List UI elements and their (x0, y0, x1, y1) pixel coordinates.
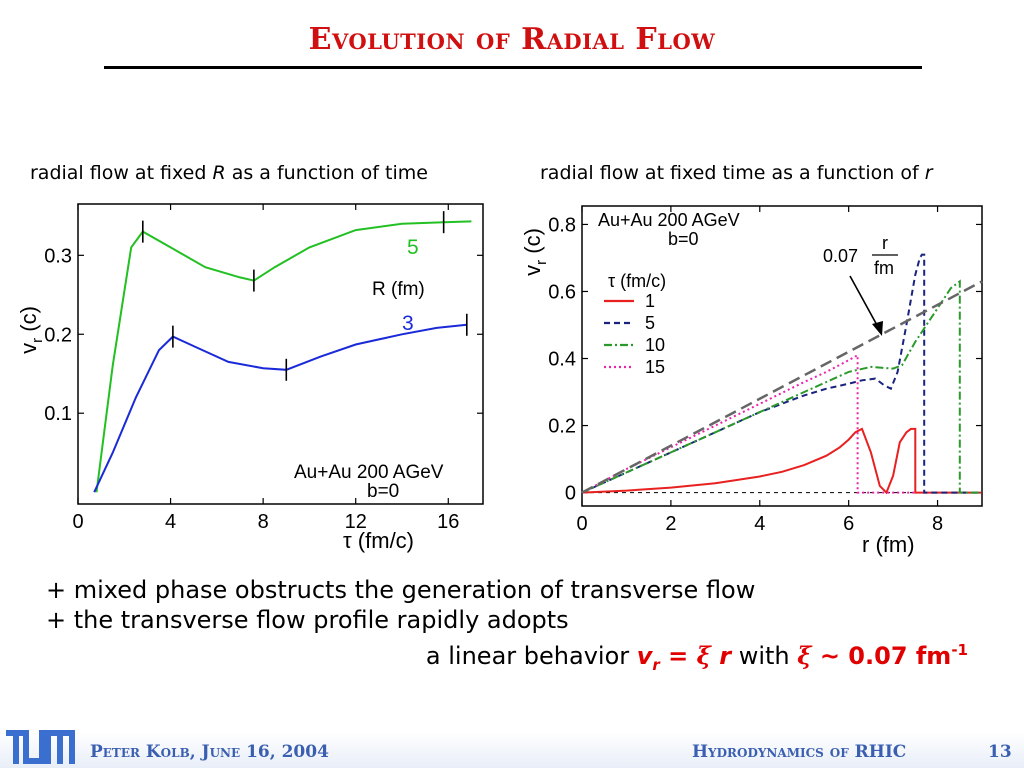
plot-frame (77, 203, 484, 505)
x-tick-label: 8 (932, 513, 943, 535)
subtitle-left: radial flow at fixed R as a function of … (30, 162, 428, 184)
chart-right-vr-vs-r: 0 2 4 6 8 0 0.2 0.4 0.6 0.8 Au+Au 200 AGeV b=0 0.… (520, 205, 983, 557)
bullet-1: + mixed phase obstructs the generation o… (46, 576, 756, 604)
y-axis-label: vr (c) (16, 306, 46, 354)
legend-label-15: 15 (645, 357, 665, 377)
legend-title: R (fm) (372, 279, 425, 300)
x-tick-label: 12 (345, 511, 367, 533)
legend-label-10: 10 (645, 335, 665, 355)
svg-text:vr (c): vr (c) (16, 306, 46, 354)
tum-logo-icon (6, 730, 75, 764)
y-axis-label: vr (c) (520, 228, 550, 276)
series-line-3 (93, 323, 467, 493)
fit-label: 0.07 r fm (823, 233, 898, 278)
svg-text:r: r (882, 233, 888, 253)
series-line-1 (581, 427, 982, 495)
y-tick-label: 0.2 (44, 324, 72, 346)
x-axis-label: τ (fm/c) (343, 528, 414, 553)
footer-topic: Hydrodynamics of RHIC (692, 742, 907, 762)
y-tick-label: 0.2 (548, 416, 576, 438)
y-tick-label: 0.4 (548, 349, 576, 371)
footer-bar (0, 732, 1024, 768)
y-tick-label: 0.8 (548, 214, 576, 236)
x-tick-label: 4 (754, 513, 765, 535)
legend-label-5: 5 (645, 313, 655, 333)
x-tick-label: 8 (258, 511, 269, 533)
plot-frame (581, 205, 983, 507)
annotation-line-2: b=0 (668, 229, 699, 249)
bullet-list: + mixed phase obstructs the generation o… (46, 575, 1006, 680)
fit-arrow (849, 275, 883, 336)
legend-label-3: 3 (402, 312, 414, 335)
legend-title: τ (fm/c) (608, 271, 666, 291)
x-tick-label: 16 (437, 511, 459, 533)
x-tick-label: 2 (665, 513, 676, 535)
footer-author: Peter Kolb, June 16, 2004 (90, 742, 329, 762)
annotation-line-1: Au+Au 200 AGeV (598, 210, 740, 230)
annotation-line-1: Au+Au 200 AGeV (294, 462, 444, 483)
y-tick-label: 0.6 (548, 281, 576, 303)
y-tick-label: 0.3 (44, 245, 72, 267)
x-axis-label: r (fm) (862, 532, 915, 557)
x-tick-label: 0 (576, 513, 587, 535)
slide-title: Evolution of Radial Flow (308, 22, 716, 57)
svg-text:fm: fm (874, 258, 894, 278)
title-underline (104, 66, 922, 69)
svg-text:vr (c): vr (c) (520, 228, 550, 276)
x-tick-label: 0 (72, 511, 83, 533)
annotation-line-2: b=0 (367, 481, 399, 502)
legend-label-1: 1 (645, 291, 655, 311)
series-line-15 (581, 353, 916, 494)
page-number: 13 (988, 742, 1012, 762)
series-line-5 (95, 220, 472, 493)
y-tick-label: 0.1 (44, 403, 72, 425)
legend-label-5: 5 (407, 236, 419, 259)
x-tick-label: 4 (165, 511, 176, 533)
series-line-5 (581, 253, 982, 494)
bullet-3-formula: a linear behavior vr = ξ r with ξ ~ 0.07… (425, 641, 968, 674)
y-tick-label: 0 (565, 483, 576, 505)
bullet-2: + the transverse flow profile rapidly ad… (46, 606, 569, 634)
chart-left-vr-vs-tau: 0 4 8 12 16 0.1 0.2 0.3 5 R (fm) 3 Au+Au 200 AG… (16, 203, 484, 553)
series-line-10 (581, 279, 982, 494)
x-tick-label: 6 (843, 513, 854, 535)
fit-line (581, 280, 983, 494)
subtitle-right: radial flow at fixed time as a function … (540, 162, 933, 184)
svg-text:0.07: 0.07 (823, 246, 858, 266)
